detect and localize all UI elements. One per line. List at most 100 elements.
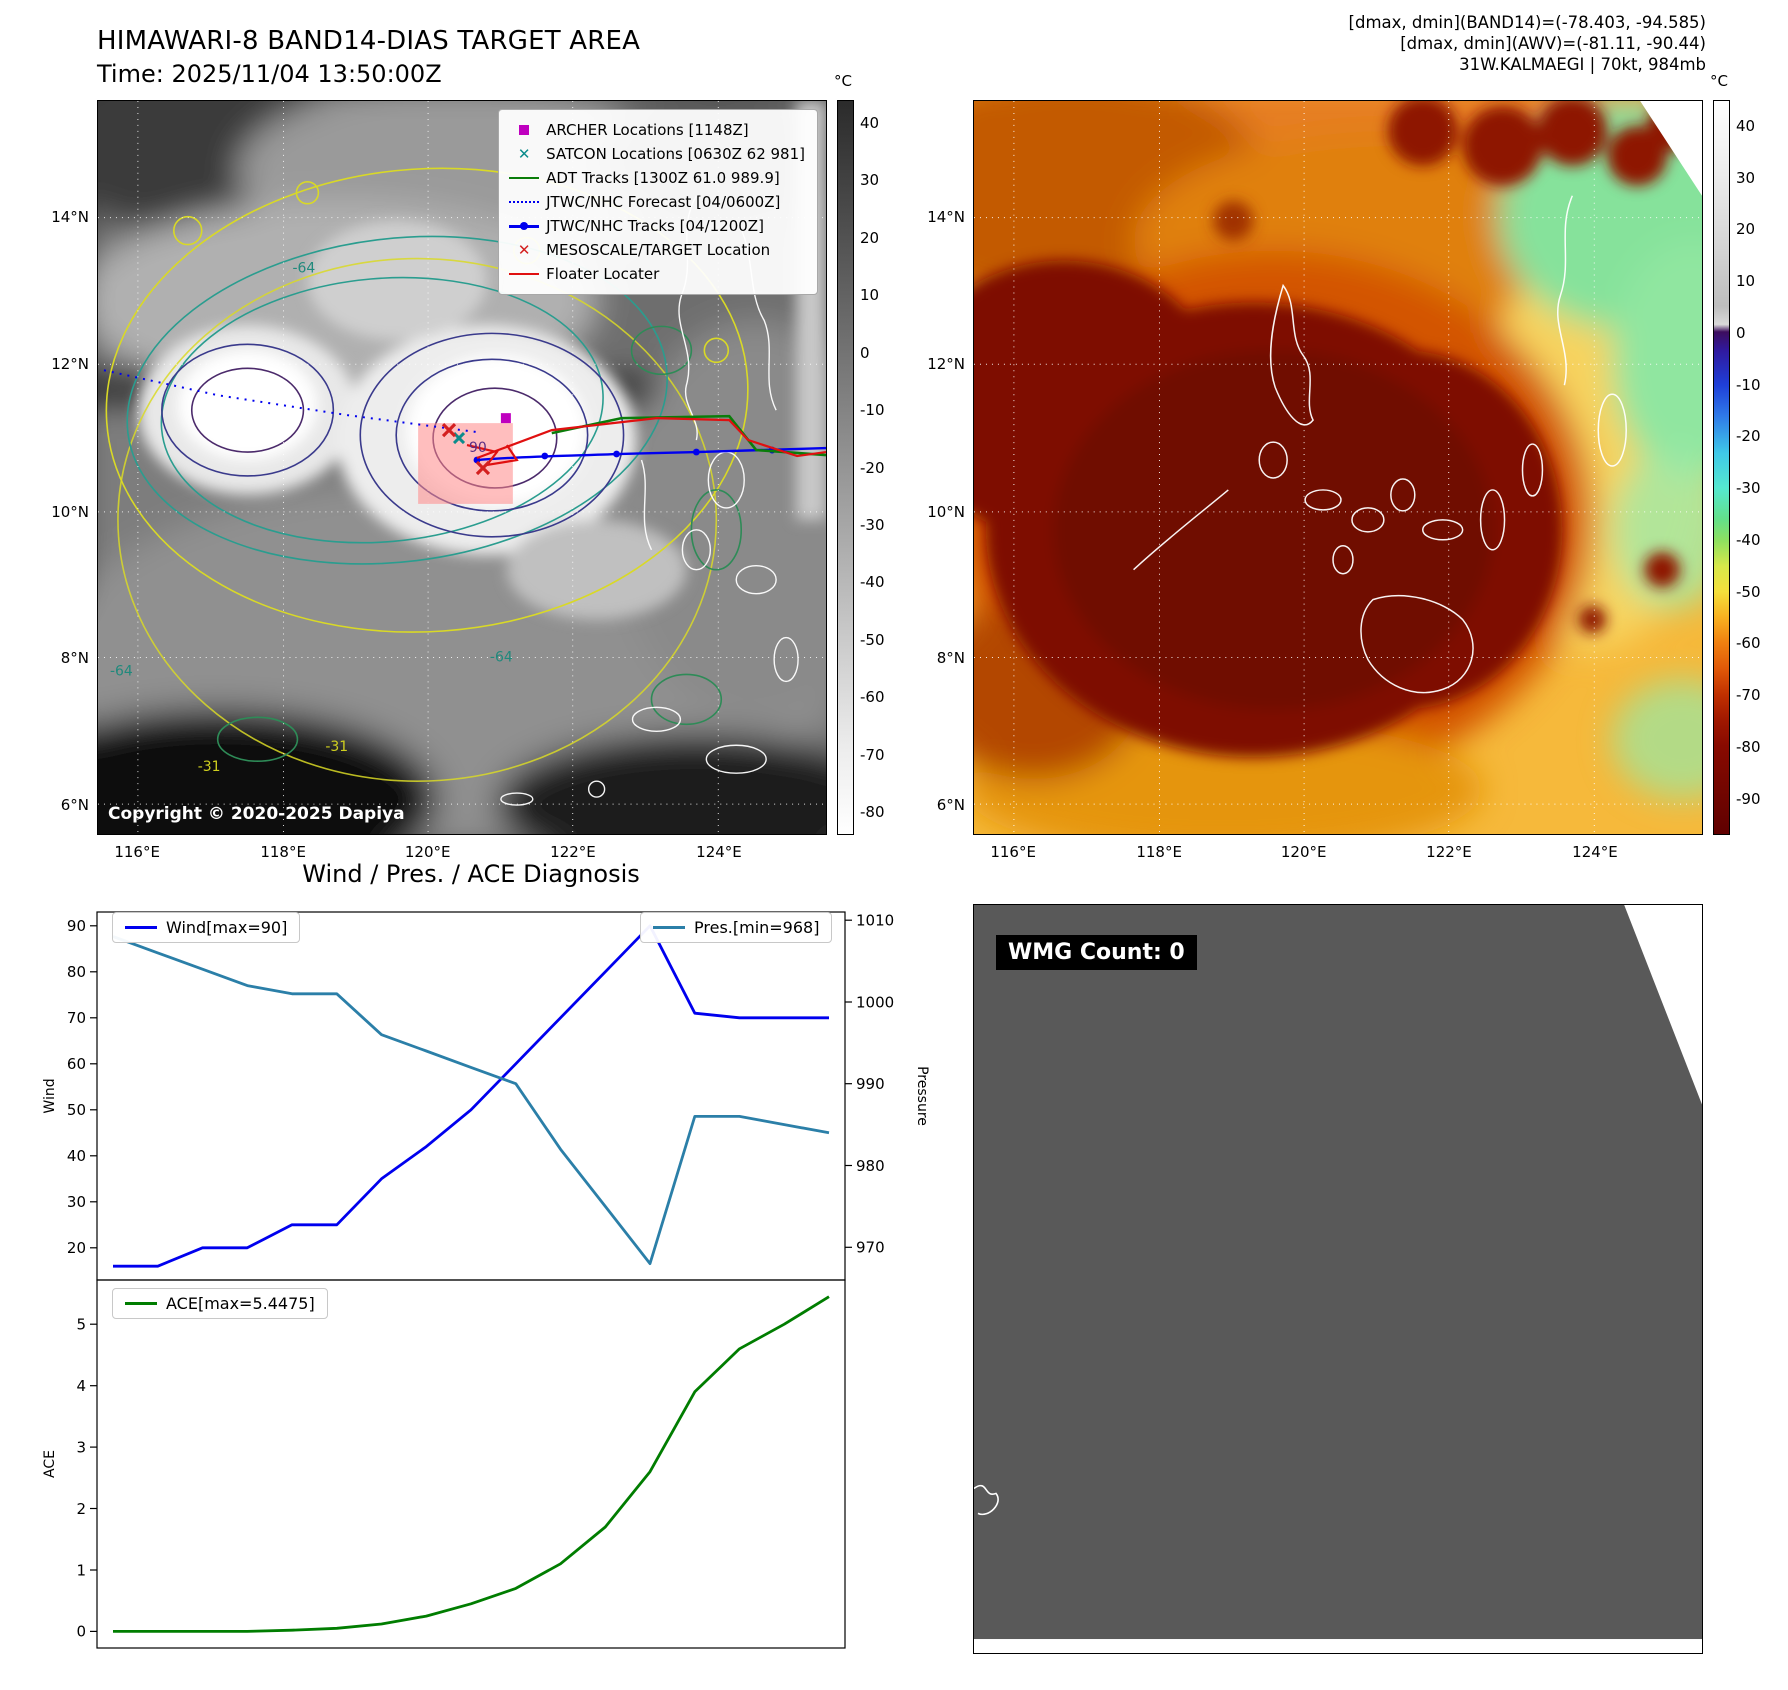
x-tick-label: 116°E [990,843,1036,861]
awv-colorbar: °C 40 30 20 10 0 -10 -20 -30 -40 -50 -60 -70 -80 -90 [1710,72,1761,835]
colorbar-tick-label: -40 [1736,530,1761,549]
colorbar-unit-label: °C [1710,72,1728,90]
y-tick-label: 6°N [936,795,965,814]
diagnosis-title: Wind / Pres. / ACE Diagnosis [302,860,640,888]
adt-line-icon [509,177,540,179]
legend-item: ADT Tracks [1300Z 61.0 989.9] [509,166,805,190]
svg-text:2: 2 [76,1500,86,1518]
archer-square-icon [509,125,539,135]
legend-item: JTWC/NHC Forecast [04/0600Z] [509,190,805,214]
svg-text:970: 970 [856,1239,885,1257]
contour-label: -64 [292,261,315,277]
x-tick-label: 120°E [1280,843,1327,861]
svg-text:3: 3 [76,1438,86,1456]
x-tick-label: 122°E [1426,843,1472,861]
y-tick-label: 14°N [927,207,965,226]
svg-text:4: 4 [76,1377,86,1395]
wind-legend: Wind[max=90] [112,912,301,943]
coastline-lines [1133,195,1627,694]
x-tick-label: 118°E [1136,843,1182,861]
band14-colorbar: °C 40 30 20 10 0 -10 -20 -30 -40 -50 -60 -70 -80 [834,72,885,835]
svg-text:60: 60 [67,1055,86,1073]
ace-line-icon [125,1302,157,1305]
contour-label: -31 [198,759,221,775]
colorbar-tick-label: -30 [860,515,885,534]
svg-text:30: 30 [67,1193,86,1211]
wind-legend-label: Wind[max=90] [166,918,288,937]
contour-label: -64 [110,663,133,679]
legend-label: JTWC/NHC Forecast [04/0600Z] [546,193,781,211]
band14-x-axis: 116°E 118°E 120°E 122°E 124°E [97,839,827,861]
legend-label: Floater Locater [546,265,660,283]
archer-square-marker [500,413,511,424]
colorbar-tick-label: -90 [1736,789,1761,808]
dmax-dmin-band14: [dmax, dmin](BAND14)=(-78.403, -94.585) [1348,13,1706,32]
svg-text:5: 5 [76,1315,86,1333]
colorbar-tick-label: 40 [1736,116,1756,135]
colorbar-tick-label: 20 [860,228,880,247]
colorbar-tick-label: -40 [860,573,885,592]
x-tick-label: 124°E [1572,843,1618,861]
x-tick-label: 116°E [114,843,160,861]
awv-header-block: [dmax, dmin](BAND14)=(-78.403, -94.585) … [1349,12,1706,75]
target-x-icon: ✕ [517,240,531,259]
band14-time-label: Time: 2025/11/04 13:50:00Z [97,60,442,88]
y-tick-label: 12°N [927,354,965,373]
x-tick-label: 124°E [696,843,742,861]
forecast-dotted-line-icon [509,201,540,203]
colorbar-tick-label: -30 [1736,479,1761,498]
legend-item: Floater Locater [509,262,805,286]
jtwc-forecast-line [103,369,478,434]
diagnosis-panel: Wind / Pres. / ACE Diagnosis 20 30 40 50 60 7… [40,858,950,1670]
scan-edge-wedge [1640,101,1702,196]
floater-line [476,417,826,460]
y-tick-label: 6°N [60,795,89,814]
floater-line-icon [509,273,540,275]
x-tick-label: 120°E [404,843,451,861]
band14-satellite-map: -64 -64 -64 -31 -31 90 ARCHER Locations [1148… [97,100,827,835]
contour-label: -31 [325,739,348,755]
colorbar-tick-label: -60 [860,688,885,707]
band14-colorbar-gradient [837,100,854,835]
y-tick-label: 10°N [51,502,89,521]
y-tick-label: 8°N [936,648,965,667]
svg-text:1: 1 [76,1561,86,1579]
track-line-dot-icon [509,221,540,230]
svg-text:1000: 1000 [856,993,894,1011]
svg-text:990: 990 [856,1075,885,1093]
colorbar-tick-label: -50 [860,630,885,649]
awv-colorbar-gradient [1713,100,1730,835]
x-tick-label: 122°E [550,843,596,861]
wind-line-icon [125,926,157,929]
colorbar-tick-label: 20 [1736,220,1756,239]
colorbar-tick-label: -50 [1736,582,1761,601]
colorbar-tick-label: 10 [1736,272,1756,291]
pres-legend-label: Pres.[min=968] [694,918,820,937]
colorbar-tick-label: 10 [860,286,880,305]
svg-text:20: 20 [67,1239,86,1257]
awv-x-axis: 116°E 118°E 120°E 122°E 124°E [973,839,1703,861]
legend-item: ARCHER Locations [1148Z] [509,118,805,142]
storm-id-label: 31W.KALMAEGI | 70kt, 984mb [1459,55,1706,74]
colorbar-tick-label: -60 [1736,634,1761,653]
band14-y-axis: 14°N 12°N 10°N 8°N 6°N [41,100,95,835]
wmg-panel: WMG Count: 0 [973,904,1703,1654]
colorbar-tick-label: -20 [860,458,885,477]
svg-text:0: 0 [76,1623,86,1641]
band14-panel-title: HIMAWARI-8 BAND14-DIAS TARGET AREA [97,26,641,56]
bottom-white-strip [974,1639,1702,1653]
dmax-dmin-awv: [dmax, dmin](AWV)=(-81.11, -90.44) [1400,34,1706,53]
awv-satellite-map [973,100,1703,835]
svg-text:Wind: Wind [42,1078,58,1113]
diagnosis-charts: 20 30 40 50 60 70 80 90 970 980 990 1000 1010 0 1 2 3 4 5 W… [42,911,930,1649]
contour-label: 90 [469,440,487,456]
legend-label: MESOSCALE/TARGET Location [546,241,771,259]
colorbar-tick-label: -70 [1736,686,1761,705]
ace-legend: ACE[max=5.4475] [112,1288,328,1319]
pres-legend: Pres.[min=968] [640,912,833,943]
svg-text:40: 40 [67,1147,86,1165]
legend-item: JTWC/NHC Tracks [04/1200Z] [509,214,805,238]
legend-label: ADT Tracks [1300Z 61.0 989.9] [546,169,780,187]
mesoscale-x-markers [441,422,491,476]
legend-label: JTWC/NHC Tracks [04/1200Z] [546,217,764,235]
